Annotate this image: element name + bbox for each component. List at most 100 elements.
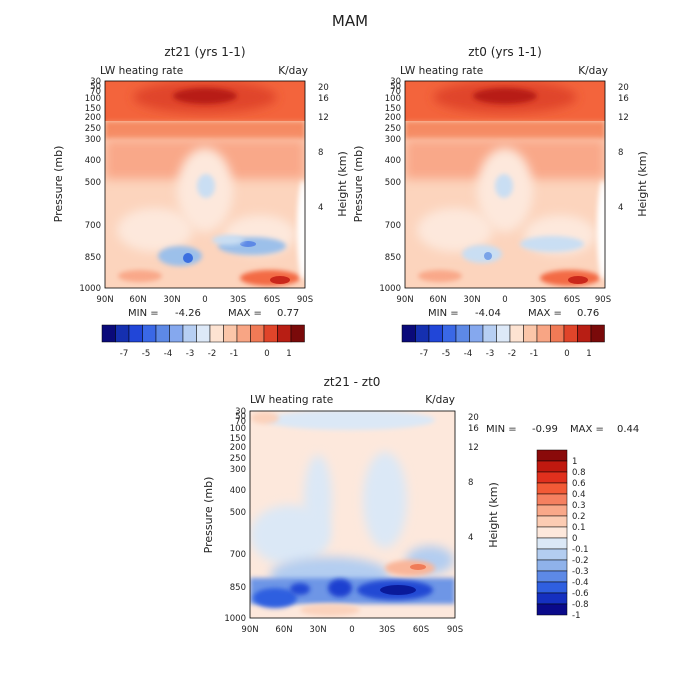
colorbar-swatch [536,603,568,616]
x-tick-label: 60N [129,295,146,305]
height-tick-label: 20 [468,413,479,423]
colorbar-label: 0.6 [572,479,586,489]
colorbar-swatch [277,324,292,343]
colorbar-swatch [101,324,116,343]
colorbar [401,324,605,343]
colorbar-swatch [536,493,568,506]
height-tick-label: 12 [468,443,479,453]
panel-subtitle-right: K/day [278,65,308,77]
colorbar-labels: -7 -5 -4 -3 -2 -1 0 1 [120,349,292,359]
colorbar-swatch [536,482,568,495]
y-tick-label: 300 [385,135,401,145]
y-tick-label: 250 [230,454,246,464]
colorbar-swatch [128,324,143,343]
colorbar-swatch [536,548,568,561]
colorbar-label: 0 [572,534,577,544]
min-value: -4.26 [175,308,201,319]
colorbar-swatch [455,324,470,343]
colorbar-swatch [496,324,511,343]
y-axis-label: Pressure (mb) [352,146,365,223]
colorbar-swatch [536,460,568,473]
height-tick-label: 20 [618,83,629,93]
plot-frame [104,80,306,289]
y-tick-label: 500 [85,178,101,188]
y-tick-label: 150 [85,104,101,114]
colorbar-swatch [482,324,497,343]
y-tick-label: 70 [235,417,246,427]
colorbar-label: 0.8 [572,468,586,478]
colorbar [536,449,568,616]
y-tick-label: 150 [230,434,246,444]
x-ticks: 90N 60N 30N 0 30S 60S 90S [96,295,313,305]
colorbar-label: -0.8 [572,600,589,610]
colorbar-label: -0.6 [572,589,589,599]
y-tick-label: 50 [235,412,246,422]
colorbar-label: 0.4 [572,490,586,500]
y-axis-label-right: Height (km) [336,151,349,217]
min-label: MIN = [428,308,459,319]
height-tick-label: 16 [468,424,479,434]
colorbar-label: -5 [442,349,450,359]
y-tick-label: 250 [85,124,101,134]
max-label: MAX = [570,424,604,435]
x-tick-label: 90S [595,295,611,305]
min-label: MIN = [486,424,517,435]
x-tick-label: 90N [241,625,258,635]
colorbar-label: 1 [572,457,577,467]
y-tick-label: 700 [230,550,246,560]
colorbar-swatch [509,324,524,343]
y-tick-label: 500 [385,178,401,188]
x-tick-label: 0 [202,295,207,305]
y-tick-label: 400 [385,156,401,166]
y-tick-label: 30 [235,407,246,417]
y-axis-label: Pressure (mb) [202,477,215,554]
max-value: 0.44 [617,424,639,435]
colorbar-label: 0 [564,349,569,359]
contour-field [105,81,305,288]
y-axis-label-right: Height (km) [636,151,649,217]
min-value: -0.99 [532,424,558,435]
colorbar-swatch [290,324,305,343]
max-label: MAX = [528,308,562,319]
x-tick-label: 60S [264,295,280,305]
colorbar-swatch [536,449,568,462]
x-tick-label: 30N [463,295,480,305]
colorbar-swatch [536,504,568,517]
y-axis-label-right: Height (km) [487,482,500,548]
height-tick-label: 4 [318,203,323,213]
colorbar-swatch [536,324,551,343]
colorbar-label: -0.4 [572,578,589,588]
y-tick-label: 1000 [379,284,401,294]
contour-field [250,411,455,618]
y-tick-label: 250 [385,124,401,134]
colorbar-swatch [142,324,157,343]
x-tick-label: 0 [502,295,507,305]
colorbar-swatch [223,324,238,343]
y-tick-label: 700 [85,221,101,231]
x-tick-label: 30S [230,295,246,305]
colorbar [101,324,305,343]
colorbar-swatch [536,526,568,539]
colorbar-label: -3 [186,349,194,359]
colorbar-labels: 1 0.8 0.6 0.4 0.3 0.2 0.1 0 -0.1 -0.2 -0… [572,457,589,621]
y-tick-label: 200 [230,443,246,453]
colorbar-label: 0 [264,349,269,359]
height-tick-label: 12 [618,113,629,123]
colorbar-swatch [469,324,484,343]
x-tick-label: 30S [379,625,395,635]
figure-title: MAM [332,12,368,30]
colorbar-swatch [415,324,430,343]
y-tick-label: 1000 [79,284,101,294]
min-max-readout: MIN = -4.04 MAX = 0.76 [428,308,599,319]
y-tick-label: 700 [385,221,401,231]
colorbar-swatch [155,324,170,343]
height-tick-label: 8 [618,148,623,158]
colorbar-swatch [563,324,578,343]
x-tick-label: 30N [163,295,180,305]
height-tick-label: 4 [468,533,473,543]
panel-zt21: zt21 (yrs 1-1) LW heating rate K/day [52,45,349,359]
colorbar-label: -4 [464,349,472,359]
colorbar-label: 0.1 [572,523,586,533]
height-tick-label: 12 [318,113,329,123]
